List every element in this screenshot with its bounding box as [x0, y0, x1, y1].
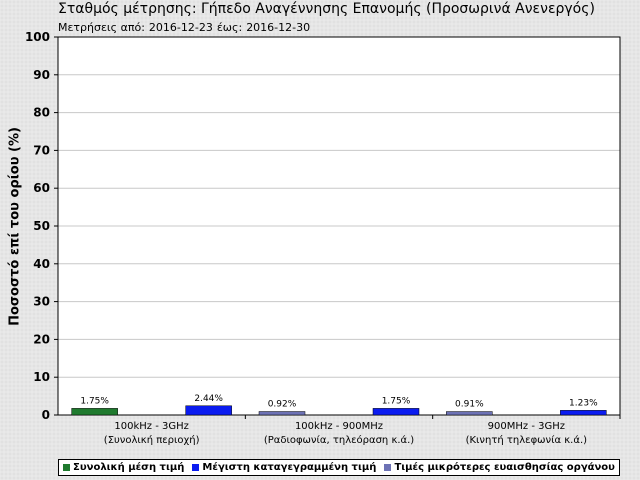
- y-tick-label: 40: [33, 257, 50, 271]
- from-date: 2016-12-23: [148, 21, 213, 34]
- legend-swatch-below-sensitivity: [384, 464, 392, 471]
- to-label: έως:: [216, 21, 243, 34]
- y-tick-label: 70: [33, 143, 50, 157]
- chart-subtitle: Μετρήσεις από: 2016-12-23 έως: 2016-12-30: [58, 21, 314, 34]
- y-tick-label: 90: [33, 68, 50, 82]
- x-category-label: 900MHz - 3GHz: [488, 421, 565, 432]
- legend-swatch-max: [192, 464, 200, 471]
- bar-value-label: 0.91%: [455, 400, 484, 410]
- bar-value-label: 0.92%: [268, 400, 297, 410]
- bar-max: [560, 410, 607, 416]
- legend-label-max: Μέγιστη καταγεγραμμένη τιμή: [202, 462, 377, 473]
- x-category-sublabel: (Κινητή τηλεφωνία κ.ά.): [466, 434, 588, 446]
- legend-item-max: Μέγιστη καταγεγραμμένη τιμή: [192, 462, 376, 473]
- x-category-label: 100kHz - 3GHz: [114, 421, 189, 432]
- to-date: 2016-12-30: [246, 21, 311, 34]
- y-tick-label: 100: [25, 30, 50, 44]
- bar-value-label: 2.44%: [194, 394, 223, 404]
- period-label: Μετρήσεις από:: [58, 21, 145, 34]
- plot-frame: [57, 36, 621, 416]
- legend-label-below-sensitivity: Τιμές μικρότερες ευαισθησίας οργάνου: [394, 462, 615, 473]
- x-category-label: 100kHz - 900MHz: [295, 421, 383, 432]
- legend-item-mean: Συνολική μέση τιμή: [63, 462, 184, 473]
- legend-swatch-mean: [63, 464, 71, 471]
- bar-below-sensitivity: [258, 411, 306, 416]
- y-tick-label: 80: [33, 106, 50, 120]
- legend-label-mean: Συνολική μέση τιμή: [73, 462, 185, 473]
- y-tick-label: 10: [33, 370, 50, 384]
- x-category-sublabel: (Ραδιοφωνία, τηλεόραση κ.ά.): [264, 434, 414, 446]
- chart-title: Σταθμός μέτρησης: Γήπεδο Αναγέννησης Επα…: [58, 1, 595, 17]
- bar-value-label: 1.75%: [80, 396, 109, 406]
- bar-value-label: 1.75%: [382, 396, 411, 406]
- legend: Συνολική μέση τιμή Μέγιστη καταγεγραμμέν…: [58, 459, 620, 476]
- x-category-sublabel: (Συνολική περιοχή): [104, 434, 200, 446]
- y-tick-label: 0: [42, 408, 50, 422]
- legend-item-below-sensitivity: Τιμές μικρότερες ευαισθησίας οργάνου: [384, 462, 615, 473]
- y-tick-label: 30: [33, 295, 50, 309]
- bar-mean: [71, 408, 118, 416]
- bar-max: [372, 408, 420, 416]
- bar-max: [185, 405, 232, 416]
- y-tick-label: 20: [33, 332, 50, 346]
- y-tick-label: 60: [33, 181, 50, 195]
- bar-value-label: 1.23%: [569, 398, 598, 408]
- bar-below-sensitivity: [446, 411, 493, 416]
- y-tick-label: 50: [33, 219, 50, 233]
